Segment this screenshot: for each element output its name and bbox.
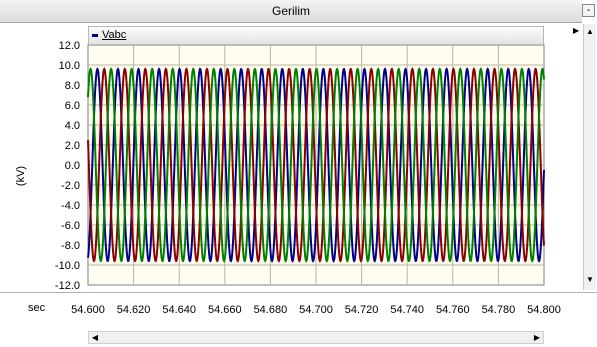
legend-label[interactable]: Vabc bbox=[102, 29, 127, 41]
x-tick-label: 54.640 bbox=[162, 304, 196, 316]
x-tick-label: 54.720 bbox=[345, 304, 379, 316]
series-line-a bbox=[87, 67, 545, 263]
y-tick-label: 4.0 bbox=[65, 120, 80, 132]
y-tick-label: -8.0 bbox=[61, 240, 80, 252]
y-tick-label: -2.0 bbox=[61, 180, 80, 192]
y-tick-label: -4.0 bbox=[61, 200, 80, 212]
y-tick-label: 6.0 bbox=[65, 100, 80, 112]
y-axis-label: (kV) bbox=[15, 166, 27, 186]
y-tick-labels: 12.0 10.0 8.0 6.0 4.0 2.0 0.0 -2.0 -4.0 -6.0 -8.0 -… bbox=[55, 40, 80, 292]
chart-title-bar: Gerilim bbox=[0, 0, 582, 23]
legend-swatch bbox=[92, 34, 98, 37]
y-tick-label: 2.0 bbox=[65, 140, 80, 152]
series-line-b bbox=[87, 67, 545, 263]
x-tick-label: 54.700 bbox=[299, 304, 333, 316]
y-tick-label: -10.0 bbox=[55, 260, 80, 272]
y-tick-label: -12.0 bbox=[55, 280, 80, 292]
minimize-button[interactable]: - bbox=[582, 4, 595, 17]
x-tick-label: 54.680 bbox=[254, 304, 288, 316]
vertical-scrollbar[interactable]: ▲ ▼ bbox=[583, 24, 596, 290]
legend-bar[interactable]: Vabc bbox=[88, 26, 544, 45]
series-lines bbox=[87, 67, 545, 263]
scroll-down-icon[interactable]: ▼ bbox=[586, 275, 594, 284]
y-tick-label: 12.0 bbox=[59, 40, 80, 52]
horizontal-scrollbar[interactable]: ◀ ▶ bbox=[88, 331, 544, 344]
x-tick-label: 54.760 bbox=[436, 304, 470, 316]
x-tick-label: 54.620 bbox=[117, 304, 151, 316]
legend-scroll-arrow-icon[interactable]: ▶ bbox=[573, 26, 580, 35]
axis-divider bbox=[0, 292, 597, 293]
y-tick-label: -6.0 bbox=[61, 220, 80, 232]
y-tick-label: 8.0 bbox=[65, 80, 80, 92]
x-tick-label: 54.600 bbox=[71, 304, 105, 316]
scroll-up-icon[interactable]: ▲ bbox=[586, 27, 594, 36]
x-unit-label: sec bbox=[28, 302, 46, 314]
x-tick-label: 54.660 bbox=[208, 304, 242, 316]
x-tick-labels: 54.600 54.620 54.640 54.660 54.680 54.700 54.7… bbox=[71, 304, 561, 316]
series-line-c bbox=[87, 67, 545, 263]
y-tick-label: 10.0 bbox=[59, 60, 80, 72]
scroll-left-icon[interactable]: ◀ bbox=[91, 333, 99, 342]
chart-title: Gerilim bbox=[272, 4, 310, 18]
x-tick-label: 54.800 bbox=[527, 304, 561, 316]
scroll-right-icon[interactable]: ▶ bbox=[533, 333, 541, 342]
x-tick-label: 54.780 bbox=[482, 304, 516, 316]
x-tick-label: 54.740 bbox=[390, 304, 424, 316]
y-tick-label: 0.0 bbox=[65, 160, 80, 172]
